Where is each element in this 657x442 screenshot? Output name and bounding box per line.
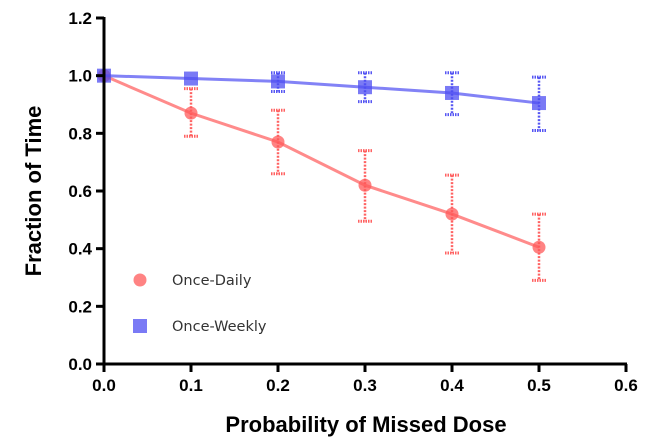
y-axis-title: Fraction of Time bbox=[21, 106, 46, 277]
series-0 bbox=[97, 69, 546, 282]
y-tick-label: 1.2 bbox=[68, 9, 92, 28]
y-tick-label: 0.0 bbox=[68, 355, 92, 374]
data-point bbox=[358, 178, 372, 192]
series-line bbox=[103, 74, 540, 249]
legend-marker bbox=[133, 319, 147, 333]
data-point bbox=[184, 106, 198, 120]
data-point bbox=[271, 135, 285, 149]
legend-label: Once-Weekly bbox=[172, 319, 267, 335]
data-point bbox=[184, 71, 198, 86]
axes-layer: 0.0 0.2 0.4 0.6 0.8 1.0 1.2 0.0 0.1 0.2 0.3 0.4 0.5 0… bbox=[21, 9, 638, 437]
series-line bbox=[103, 74, 540, 105]
error-bar bbox=[532, 75, 546, 132]
legend-item-1: Once-Weekly bbox=[133, 319, 267, 335]
error-bar bbox=[184, 87, 198, 138]
series-1 bbox=[97, 68, 546, 132]
data-point bbox=[358, 80, 372, 95]
series-layer bbox=[97, 68, 546, 282]
legend-item-0: Once-Daily bbox=[133, 273, 252, 289]
legend-marker bbox=[133, 273, 147, 287]
y-tick-label: 0.2 bbox=[68, 297, 92, 316]
x-tick-label: 0.5 bbox=[527, 376, 551, 395]
x-tick-label: 0.4 bbox=[440, 376, 464, 395]
legend: Once-Daily Once-Weekly bbox=[133, 273, 267, 335]
data-point bbox=[271, 74, 285, 89]
legend-label: Once-Daily bbox=[172, 273, 252, 289]
y-tick-label: 1.0 bbox=[68, 67, 92, 86]
y-tick-label: 0.8 bbox=[68, 124, 92, 143]
data-point bbox=[532, 240, 546, 254]
data-point bbox=[445, 85, 459, 100]
x-axis-title: Probability of Missed Dose bbox=[225, 412, 506, 437]
x-tick-label: 0.3 bbox=[353, 376, 377, 395]
data-point bbox=[445, 207, 459, 221]
y-tick-label: 0.4 bbox=[68, 240, 92, 259]
data-point bbox=[532, 96, 546, 111]
y-tick-label: 0.6 bbox=[68, 182, 92, 201]
x-tick-label: 0.0 bbox=[92, 376, 116, 395]
x-tick-label: 0.1 bbox=[179, 376, 203, 395]
x-tick-label: 0.2 bbox=[266, 376, 290, 395]
x-tick-label: 0.6 bbox=[614, 376, 638, 395]
